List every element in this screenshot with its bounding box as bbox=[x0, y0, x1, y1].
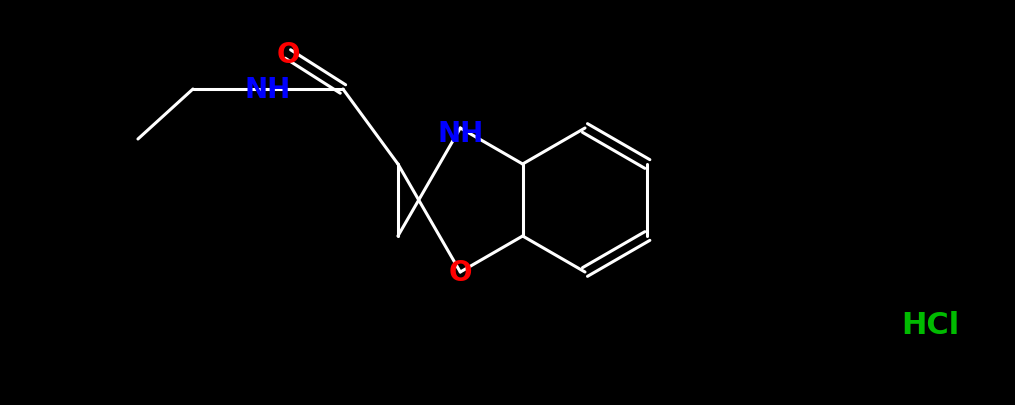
Text: O: O bbox=[276, 41, 299, 69]
Text: NH: NH bbox=[437, 120, 483, 148]
Text: O: O bbox=[449, 258, 472, 286]
Text: HCl: HCl bbox=[901, 311, 959, 340]
Text: NH: NH bbox=[245, 76, 291, 104]
